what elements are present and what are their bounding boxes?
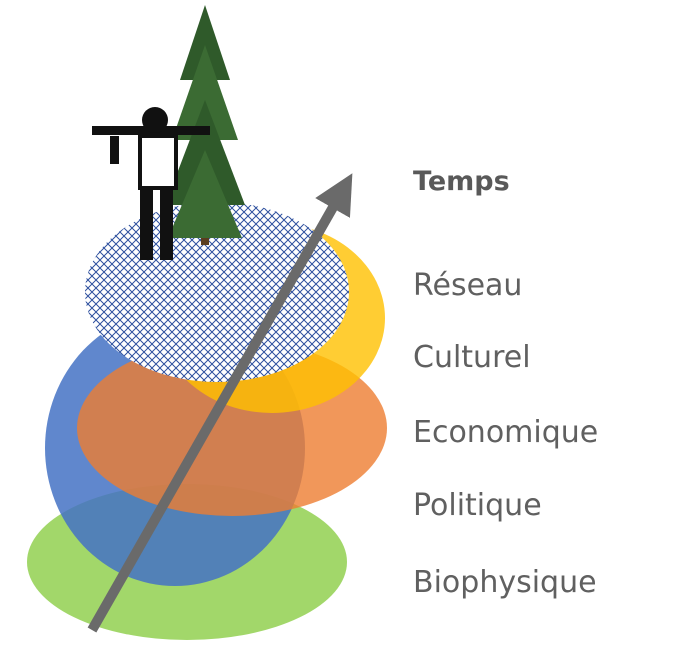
page: {"heading": "Temps", "layers": ["Réseau"… xyxy=(0,0,697,650)
layer-label: Culturel xyxy=(413,340,531,375)
layer-label: Réseau xyxy=(413,268,522,303)
layer-label: Politique xyxy=(413,488,542,523)
heading: Temps xyxy=(413,166,510,197)
layer-label: Economique xyxy=(413,415,598,450)
diagram: Temps Réseau Culturel Economique Politiq… xyxy=(0,0,697,646)
layer-label: Biophysique xyxy=(413,565,597,600)
